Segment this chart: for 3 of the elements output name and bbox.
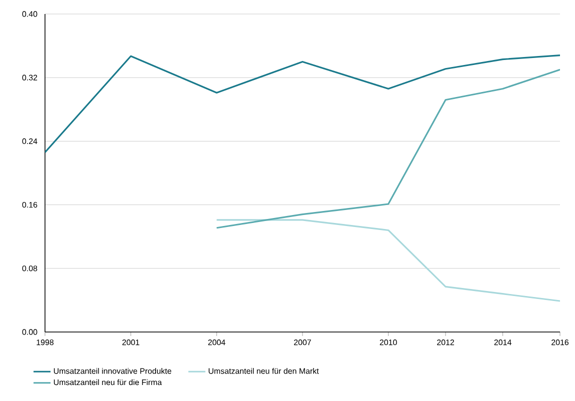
line-series bbox=[216, 68, 560, 229]
line-series bbox=[45, 54, 560, 154]
line-series bbox=[216, 219, 560, 302]
